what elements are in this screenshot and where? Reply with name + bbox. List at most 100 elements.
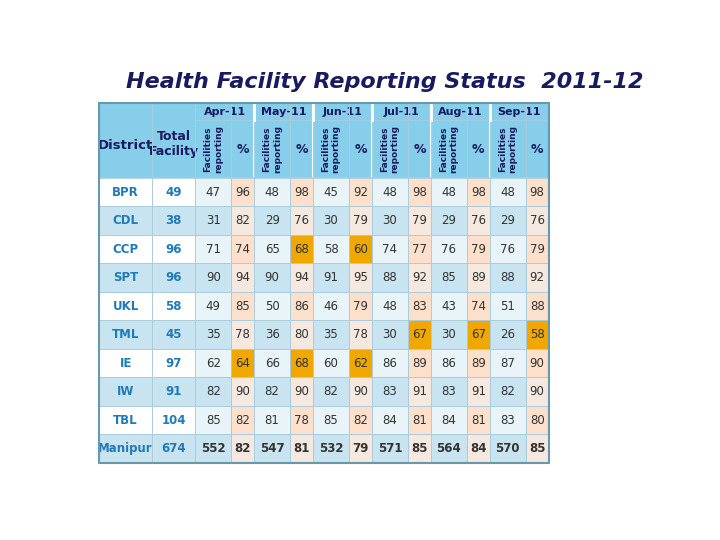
Bar	[467, 292, 490, 320]
Text: 90: 90	[530, 385, 544, 398]
Text: 84: 84	[382, 414, 397, 427]
Text: Manipur: Manipur	[99, 442, 153, 455]
Text: 82: 82	[265, 385, 279, 398]
Text: 81: 81	[265, 414, 279, 427]
Text: 62: 62	[206, 357, 221, 370]
Text: %: %	[236, 143, 249, 156]
Bar	[231, 406, 254, 434]
Text: Facilities
reporting: Facilities reporting	[204, 125, 223, 173]
Text: 90: 90	[235, 385, 250, 398]
Bar	[467, 349, 490, 377]
Text: 45: 45	[166, 328, 182, 341]
Text: 85: 85	[235, 300, 250, 313]
Text: 83: 83	[441, 385, 456, 398]
Text: 90: 90	[353, 385, 368, 398]
Text: Apr-11: Apr-11	[204, 107, 246, 117]
Bar	[526, 434, 549, 463]
Text: 82: 82	[206, 385, 220, 398]
Text: %: %	[531, 143, 544, 156]
Bar	[408, 235, 431, 264]
Text: 43: 43	[441, 300, 456, 313]
Bar	[254, 235, 290, 264]
Bar	[372, 206, 408, 235]
Bar	[313, 320, 349, 349]
Text: 79: 79	[530, 242, 544, 256]
Bar	[467, 235, 490, 264]
Text: 78: 78	[235, 328, 250, 341]
Text: 98: 98	[412, 186, 427, 199]
Text: 94: 94	[235, 271, 250, 284]
Text: IW: IW	[117, 385, 135, 398]
Bar	[490, 264, 526, 292]
Bar	[313, 178, 349, 206]
Text: 74: 74	[471, 300, 486, 313]
Bar	[490, 320, 526, 349]
Bar	[431, 349, 467, 377]
Text: 104: 104	[161, 414, 186, 427]
Bar	[526, 292, 549, 320]
Bar	[431, 206, 467, 235]
Text: 60: 60	[353, 242, 368, 256]
Text: 60: 60	[323, 357, 338, 370]
Text: 51: 51	[500, 300, 516, 313]
Text: %: %	[413, 143, 426, 156]
Bar	[313, 264, 349, 292]
Text: Jul-11: Jul-11	[384, 107, 420, 117]
Text: 36: 36	[265, 328, 279, 341]
Text: 48: 48	[265, 186, 279, 199]
Text: 76: 76	[294, 214, 309, 227]
Text: UKL: UKL	[112, 300, 139, 313]
Bar	[349, 320, 372, 349]
Bar	[431, 434, 467, 463]
Bar	[99, 264, 549, 292]
Bar	[313, 292, 349, 320]
Bar	[231, 264, 254, 292]
Text: Total
Facility: Total Facility	[149, 130, 199, 158]
Text: 64: 64	[235, 357, 250, 370]
Bar	[408, 292, 431, 320]
Text: 58: 58	[166, 300, 182, 313]
Text: Facilities
reporting: Facilities reporting	[321, 125, 341, 173]
Bar	[467, 264, 490, 292]
Bar	[254, 320, 290, 349]
Text: 89: 89	[412, 357, 427, 370]
Bar	[349, 377, 372, 406]
Text: 86: 86	[441, 357, 456, 370]
Text: 74: 74	[382, 242, 397, 256]
Bar	[290, 206, 313, 235]
Text: Health Facility Reporting Status  2011-12: Health Facility Reporting Status 2011-12	[126, 72, 643, 92]
Bar	[349, 434, 372, 463]
Text: 49: 49	[206, 300, 221, 313]
Bar	[231, 120, 254, 178]
Text: TBL: TBL	[113, 414, 138, 427]
Bar	[349, 349, 372, 377]
Bar	[313, 235, 349, 264]
Bar	[195, 349, 231, 377]
Text: Aug-11: Aug-11	[438, 107, 482, 117]
Text: 79: 79	[353, 214, 368, 227]
Text: 98: 98	[530, 186, 544, 199]
Text: 80: 80	[530, 414, 544, 427]
Text: 82: 82	[500, 385, 516, 398]
Bar	[231, 377, 254, 406]
Bar	[467, 406, 490, 434]
Bar	[290, 320, 313, 349]
Text: BPR: BPR	[112, 186, 139, 199]
Text: SPT: SPT	[113, 271, 138, 284]
Text: 96: 96	[166, 242, 182, 256]
Text: 45: 45	[323, 186, 338, 199]
Bar	[231, 206, 254, 235]
Text: 62: 62	[353, 357, 368, 370]
Text: 66: 66	[265, 357, 279, 370]
Bar	[254, 377, 290, 406]
Text: 29: 29	[500, 214, 516, 227]
Bar	[349, 349, 372, 377]
Bar	[408, 320, 431, 349]
Text: Sep-11: Sep-11	[498, 107, 541, 117]
Bar	[431, 264, 467, 292]
Bar	[349, 178, 372, 206]
Bar	[372, 103, 431, 120]
Text: %: %	[472, 143, 485, 156]
Text: 87: 87	[500, 357, 516, 370]
Bar	[431, 103, 490, 120]
